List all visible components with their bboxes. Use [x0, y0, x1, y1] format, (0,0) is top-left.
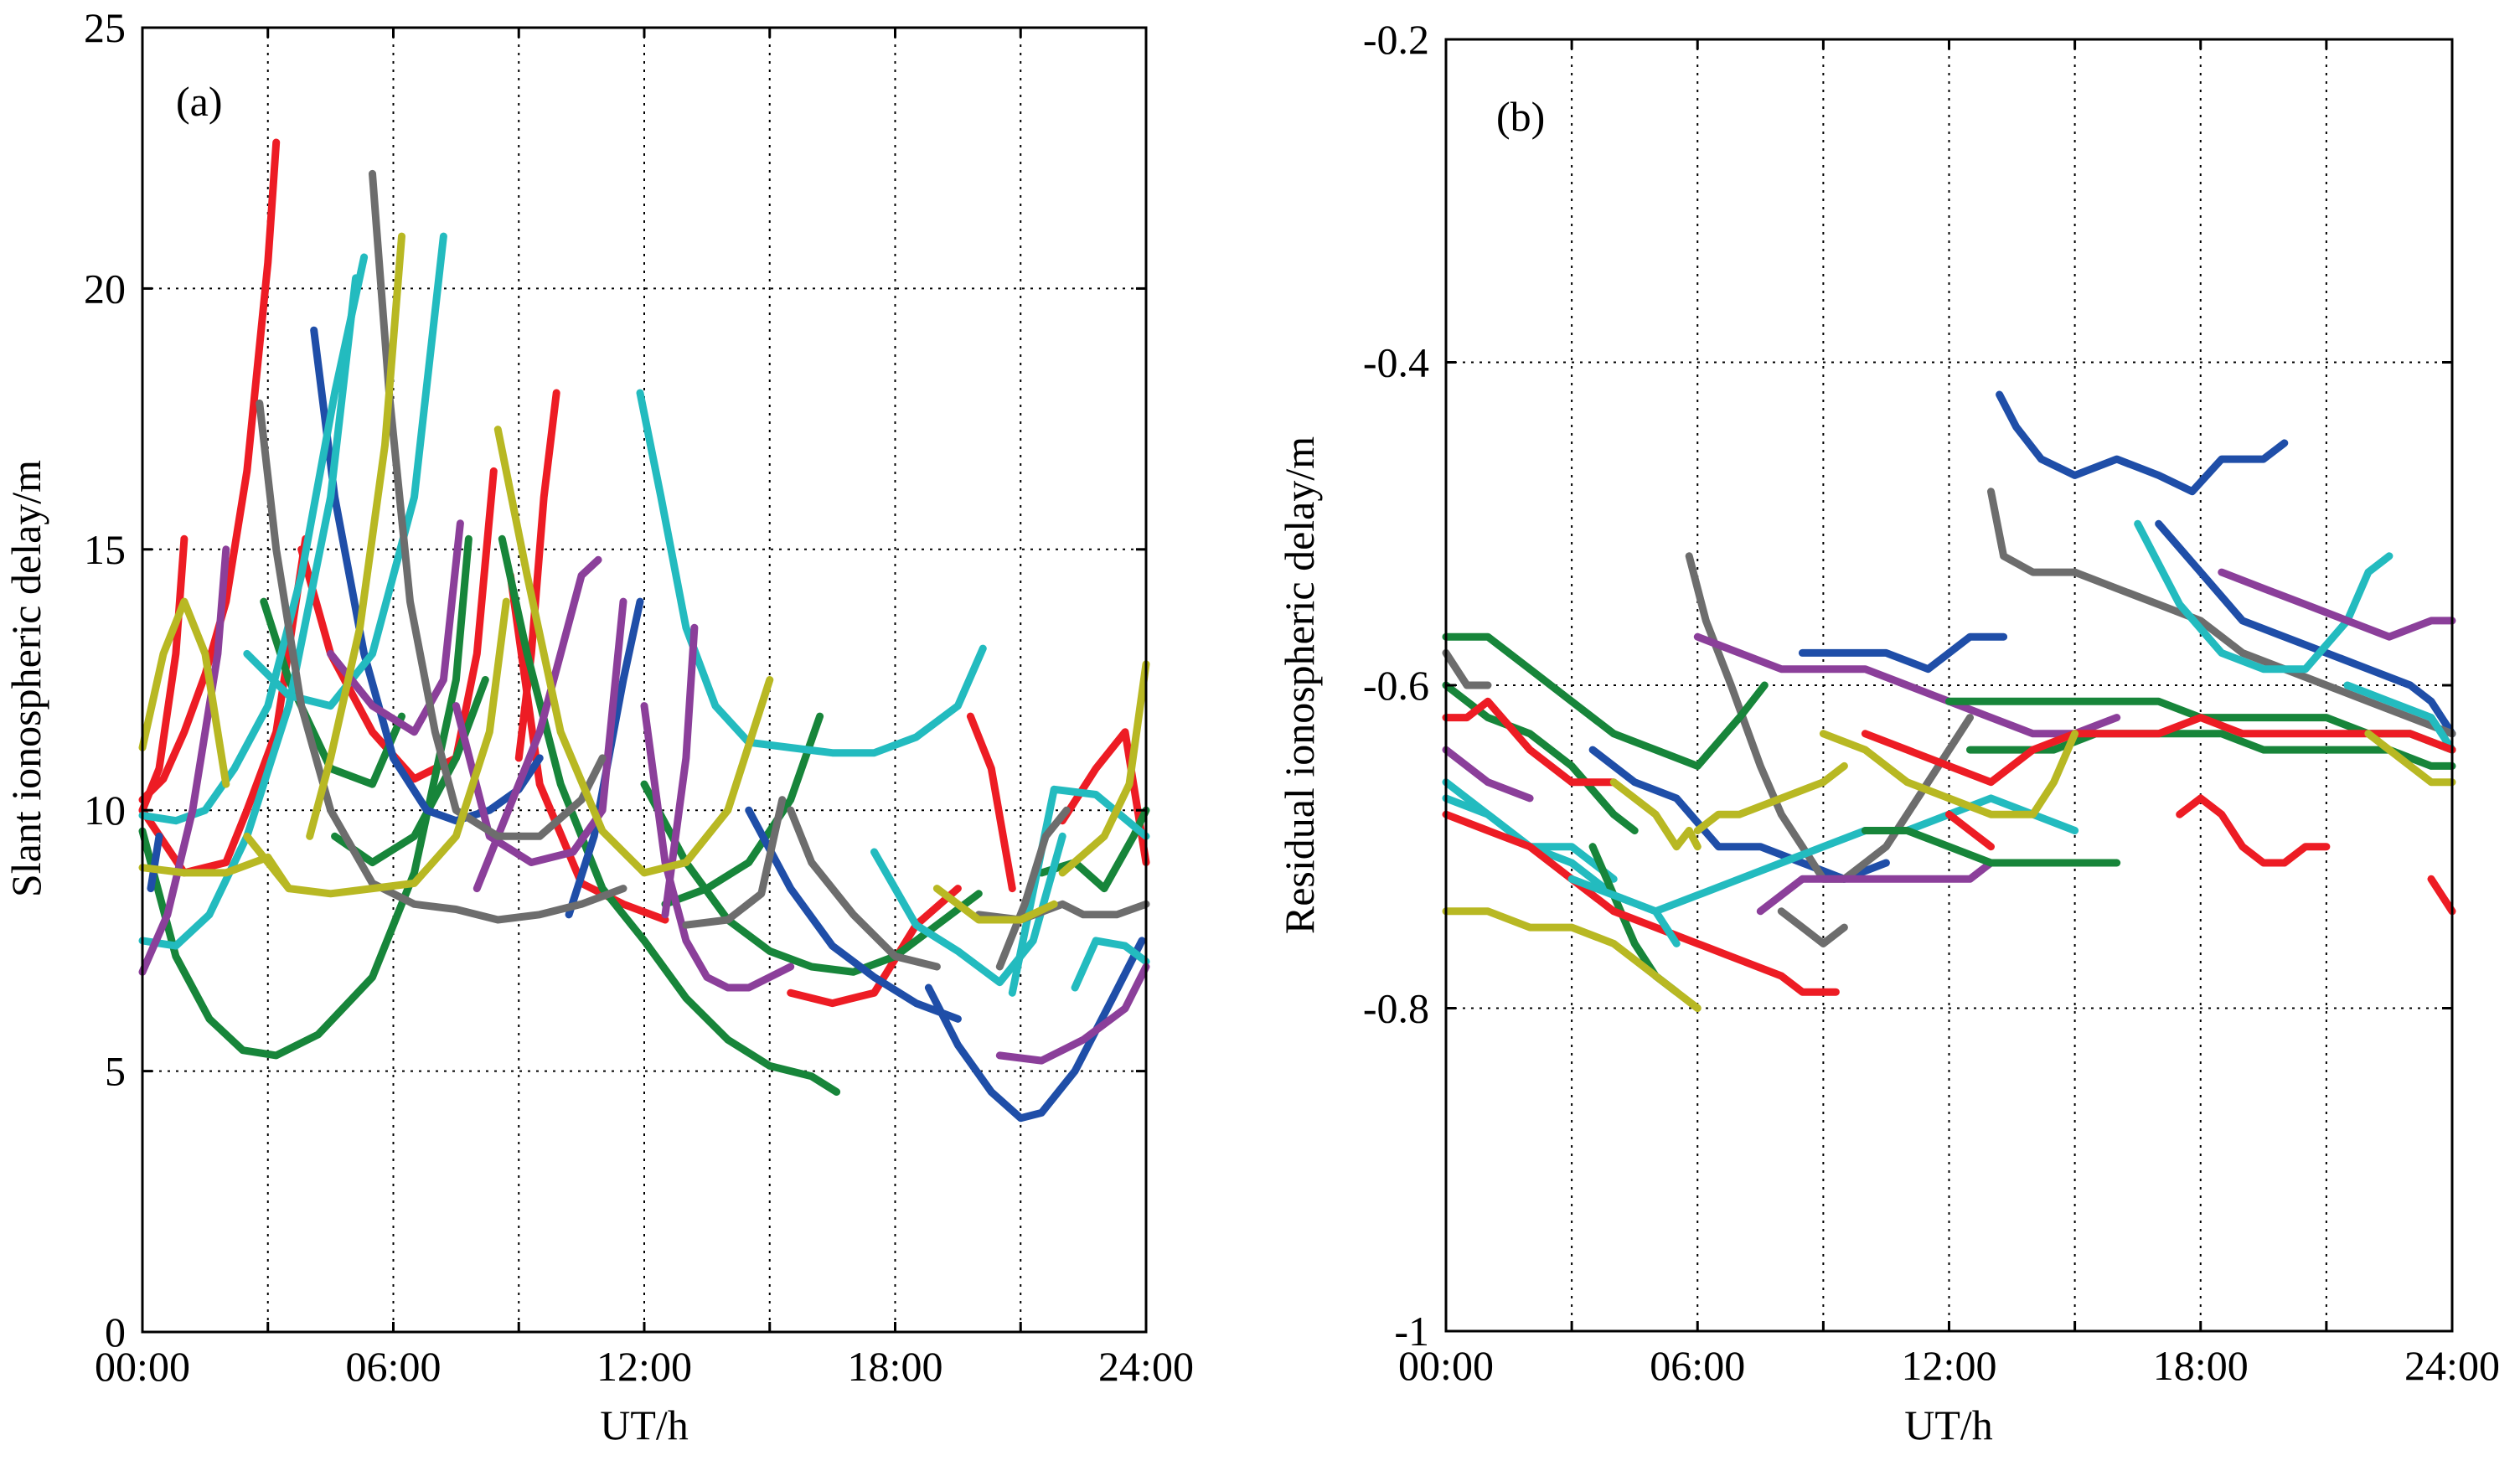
series-cyan-3	[2343, 681, 2456, 754]
series-olive-1	[138, 597, 230, 788]
series-gray-1	[1987, 488, 2456, 738]
series-purple-4	[1442, 746, 1534, 803]
series-olive-1	[1442, 907, 1702, 1012]
x-tick-label: 18:00	[2153, 1342, 2249, 1389]
series-red-6	[514, 389, 560, 762]
y-axis-title-b: Residual ionospheric delay/m	[1276, 436, 1323, 934]
series-red-3	[1861, 714, 2456, 787]
series-olive-7	[1058, 660, 1150, 877]
series-gray-2	[369, 169, 607, 840]
y-tick-label: -0.2	[1363, 16, 1429, 63]
series-cyan-7	[1071, 937, 1150, 992]
series-green-4	[1861, 827, 2121, 867]
series-blue-1	[1996, 390, 2289, 496]
series-b	[1442, 390, 2456, 1012]
series-blue-5	[147, 832, 163, 893]
y-tick-label: 0	[105, 1309, 126, 1355]
series-red-2	[138, 534, 188, 814]
x-tick-label: 24:00	[2404, 1342, 2500, 1389]
x-axis-title-a: UT/h	[600, 1401, 689, 1448]
series-blue-4	[924, 937, 1146, 1123]
series-cyan-5	[1567, 875, 1681, 947]
series-cyan-5	[870, 832, 1066, 987]
series-red-6	[1945, 810, 1995, 851]
series-red-8	[966, 712, 1016, 893]
series-olive-2	[1693, 761, 1848, 834]
tick-labels-a: 0 5 10 15 20 25 00:00 06:00 12:00 18:00 24:00	[84, 4, 1194, 1390]
series-olive-6	[932, 885, 1058, 924]
series-green-5	[661, 712, 824, 908]
y-axis-title-a: Slant ionospheric delay/m	[3, 460, 49, 897]
series-cyan-6	[1008, 785, 1150, 997]
series-olive-3	[1819, 730, 2079, 818]
series-red-7	[787, 885, 962, 1008]
series-gray-3	[1442, 648, 1492, 689]
series-olive-5	[493, 426, 774, 877]
x-tick-label: 24:00	[1098, 1343, 1194, 1390]
y-tick-label: -0.6	[1363, 662, 1429, 709]
series-blue-3	[2155, 519, 2456, 738]
series-gray-2	[1685, 552, 1974, 883]
y-tick-label: -0.4	[1363, 339, 1429, 386]
series-red-1	[1442, 697, 1618, 787]
series-cyan-1	[138, 274, 360, 950]
y-tick-label: 20	[84, 265, 126, 312]
series-purple-2	[327, 519, 464, 736]
series-green-2	[1442, 681, 1639, 834]
x-tick-label: 18:00	[848, 1343, 943, 1390]
x-tick-label: 12:00	[1902, 1342, 1997, 1389]
series-gray-4	[1777, 907, 1848, 947]
series-cyan-4	[636, 389, 987, 757]
series-olive-4	[2364, 730, 2456, 787]
series-olive-3	[138, 853, 293, 893]
ticks-a	[141, 26, 1148, 1334]
panel-label-a: (a)	[176, 78, 223, 125]
x-tick-label: 06:00	[346, 1343, 442, 1390]
x-tick-label: 06:00	[1650, 1342, 1745, 1389]
y-tick-label: 15	[84, 526, 126, 573]
x-axis-title-b: UT/h	[1904, 1401, 1993, 1448]
x-tick-label: 12:00	[596, 1343, 692, 1390]
series-cyan-4	[1442, 794, 1618, 883]
series-purple-1	[138, 545, 230, 976]
series-olive-4	[306, 232, 405, 840]
y-tick-label: -1	[1394, 1308, 1429, 1355]
series-gray-6	[995, 806, 1071, 971]
series-olive-5	[1609, 778, 1702, 851]
y-tick-label: 25	[84, 4, 126, 51]
series-purple-1	[1693, 632, 2121, 738]
series-cyan-2	[138, 253, 369, 825]
ticks-b	[1444, 38, 2454, 1333]
series-a	[138, 138, 1150, 1123]
series-purple-3	[1756, 859, 1995, 916]
tick-labels-b: -1 -0.8 -0.6 -0.4 -0.2 00:00 06:00 12:00 18:00 24…	[1363, 16, 2500, 1389]
series-red-2	[1442, 810, 1840, 996]
series-blue-1	[310, 326, 544, 825]
y-tick-label: 5	[105, 1048, 126, 1095]
series-green-1	[138, 534, 472, 1060]
x-tick-label: 00:00	[95, 1343, 190, 1390]
series-blue-2	[1798, 632, 2008, 674]
panel-b: -1 -0.8 -0.6 -0.4 -0.2 00:00 06:00 12:00 18:00 24…	[1276, 16, 2500, 1448]
series-gray-1	[256, 399, 627, 924]
grid-b	[1446, 39, 2452, 1331]
series-purple-2	[2218, 568, 2456, 641]
series-purple-6	[995, 963, 1150, 1065]
y-tick-label: -0.8	[1363, 985, 1429, 1032]
x-tick-label: 00:00	[1398, 1342, 1494, 1389]
series-cyan-1	[2134, 519, 2393, 674]
panel-label-b: (b)	[1496, 93, 1545, 140]
series-gray-3	[682, 796, 787, 929]
series-olive-2	[243, 597, 510, 898]
series-purple-3	[452, 597, 627, 866]
series-gray-4	[787, 806, 941, 971]
series-green-6	[640, 780, 983, 976]
series-blue-3	[745, 806, 962, 1023]
y-tick-label: 10	[84, 787, 126, 834]
series-green-1	[1442, 632, 1769, 770]
series-red-5	[2427, 875, 2456, 916]
series-red-4	[2176, 794, 2331, 867]
